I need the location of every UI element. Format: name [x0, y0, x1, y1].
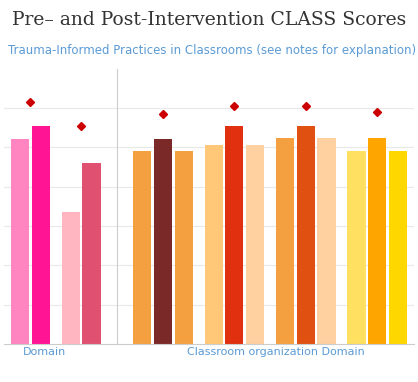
Text: Domain: Domain — [23, 347, 66, 357]
Bar — [246, 146, 264, 344]
Bar — [11, 139, 29, 344]
Bar — [175, 151, 193, 344]
Bar — [133, 151, 151, 344]
Text: Trauma-Informed Practices in Classrooms (see notes for explanation): Trauma-Informed Practices in Classrooms … — [8, 44, 416, 57]
Bar — [82, 163, 101, 344]
Bar — [389, 151, 407, 344]
Bar — [32, 126, 50, 344]
Bar — [297, 126, 315, 344]
Bar — [62, 212, 80, 344]
Bar — [368, 138, 386, 344]
Bar — [347, 151, 366, 344]
Bar — [276, 138, 294, 344]
Bar — [154, 139, 172, 344]
Text: Classroom organization Domain: Classroom organization Domain — [187, 347, 364, 357]
Bar — [225, 126, 243, 344]
Bar — [204, 146, 223, 344]
Bar — [317, 138, 336, 344]
Text: Pre– and Post-Intervention CLASS Scores: Pre– and Post-Intervention CLASS Scores — [12, 11, 406, 29]
